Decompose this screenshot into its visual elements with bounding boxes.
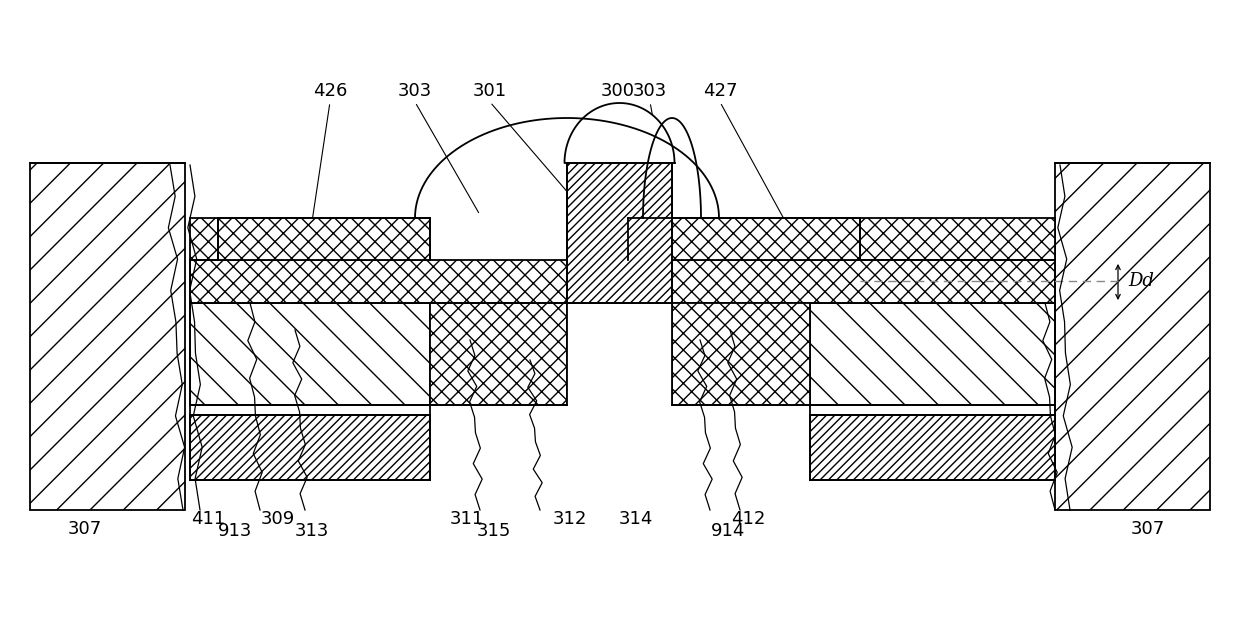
Bar (190, 415, 430, 480)
Text: 914: 914 (711, 522, 745, 540)
Bar (810, 415, 1055, 480)
Bar (30, 163, 185, 510)
Text: 307: 307 (68, 520, 102, 538)
Bar (861, 218, 1055, 260)
Text: 427: 427 (703, 82, 738, 100)
Bar (627, 218, 861, 260)
Text: 913: 913 (218, 522, 252, 540)
Bar (190, 303, 430, 405)
Text: 303: 303 (398, 82, 432, 100)
Polygon shape (564, 103, 675, 163)
Bar (430, 303, 567, 405)
Bar (567, 163, 672, 303)
Bar (190, 218, 218, 260)
Bar (190, 260, 1055, 303)
Bar (1055, 163, 1210, 510)
Bar (218, 218, 430, 260)
Text: 426: 426 (312, 82, 347, 100)
Text: 309: 309 (260, 510, 295, 528)
Bar (810, 303, 1055, 405)
Bar (567, 303, 672, 415)
Text: 313: 313 (295, 522, 329, 540)
Text: 412: 412 (730, 510, 765, 528)
Text: 303: 303 (632, 82, 667, 100)
Text: 300: 300 (601, 82, 635, 100)
Text: 314: 314 (619, 510, 653, 528)
Text: 315: 315 (477, 522, 511, 540)
Bar (672, 303, 810, 405)
Text: Dd: Dd (1128, 272, 1154, 290)
Text: 311: 311 (450, 510, 484, 528)
Text: 301: 301 (472, 82, 507, 100)
Text: 312: 312 (553, 510, 588, 528)
Text: 411: 411 (191, 510, 226, 528)
Text: 307: 307 (1131, 520, 1166, 538)
